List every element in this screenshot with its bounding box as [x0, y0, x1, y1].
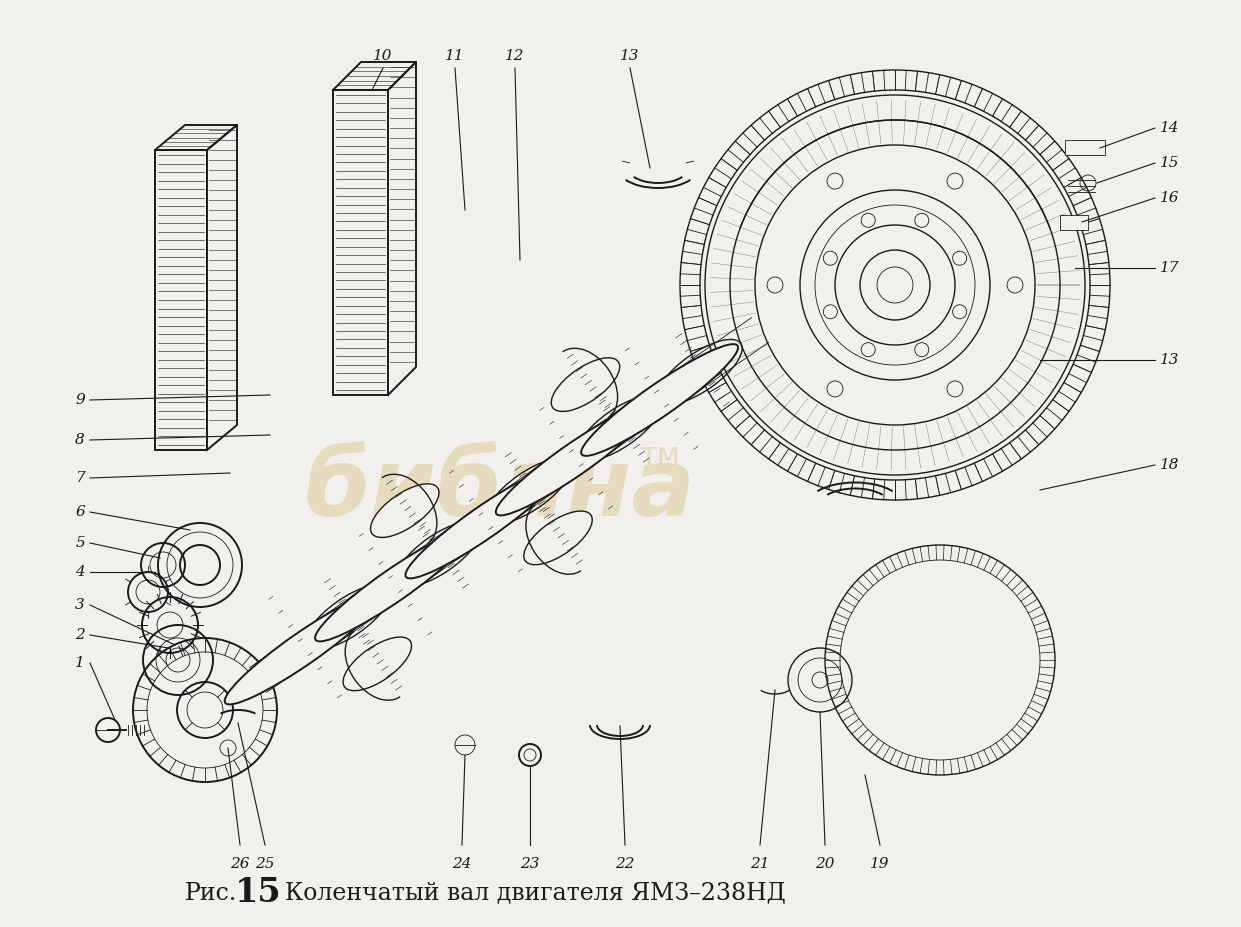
Text: 18: 18 — [1160, 458, 1179, 472]
Text: 1: 1 — [76, 656, 84, 670]
Polygon shape — [1065, 140, 1104, 155]
Text: 7: 7 — [76, 471, 84, 485]
Ellipse shape — [406, 466, 562, 578]
Text: 9: 9 — [76, 393, 84, 407]
Ellipse shape — [581, 344, 738, 456]
Text: 21: 21 — [751, 857, 769, 871]
Text: Коленчатый вал двигателя ЯМЗ–238НД: Коленчатый вал двигателя ЯМЗ–238НД — [285, 882, 786, 905]
Text: 24: 24 — [452, 857, 472, 871]
Text: 8: 8 — [76, 433, 84, 447]
Text: 23: 23 — [520, 857, 540, 871]
Ellipse shape — [225, 592, 382, 705]
Ellipse shape — [371, 484, 439, 538]
Text: 16: 16 — [1160, 191, 1179, 205]
Text: Рис.: Рис. — [185, 882, 237, 905]
Text: 11: 11 — [446, 49, 464, 63]
Text: 17: 17 — [1160, 261, 1179, 275]
Text: 15: 15 — [1160, 156, 1179, 170]
Ellipse shape — [496, 403, 653, 515]
Text: 14: 14 — [1160, 121, 1179, 135]
Text: 19: 19 — [870, 857, 890, 871]
Text: 13: 13 — [620, 49, 640, 63]
Text: 26: 26 — [231, 857, 249, 871]
Ellipse shape — [315, 529, 472, 641]
Text: 12: 12 — [505, 49, 525, 63]
Text: 6: 6 — [76, 505, 84, 519]
Text: 10: 10 — [374, 49, 392, 63]
Bar — [333, 90, 388, 395]
Text: 20: 20 — [815, 857, 835, 871]
Text: 4: 4 — [76, 565, 84, 579]
Text: бибана: бибана — [304, 444, 695, 536]
Ellipse shape — [551, 358, 619, 412]
Text: 13: 13 — [1160, 353, 1179, 367]
Text: 15: 15 — [235, 877, 282, 909]
Ellipse shape — [343, 637, 412, 691]
Text: 3: 3 — [76, 598, 84, 612]
Polygon shape — [1060, 215, 1088, 230]
Text: 25: 25 — [256, 857, 274, 871]
Ellipse shape — [524, 511, 592, 565]
Text: 2: 2 — [76, 628, 84, 642]
Text: тм: тм — [639, 440, 680, 469]
Text: 22: 22 — [616, 857, 634, 871]
Bar — [155, 150, 207, 450]
Text: 5: 5 — [76, 536, 84, 550]
